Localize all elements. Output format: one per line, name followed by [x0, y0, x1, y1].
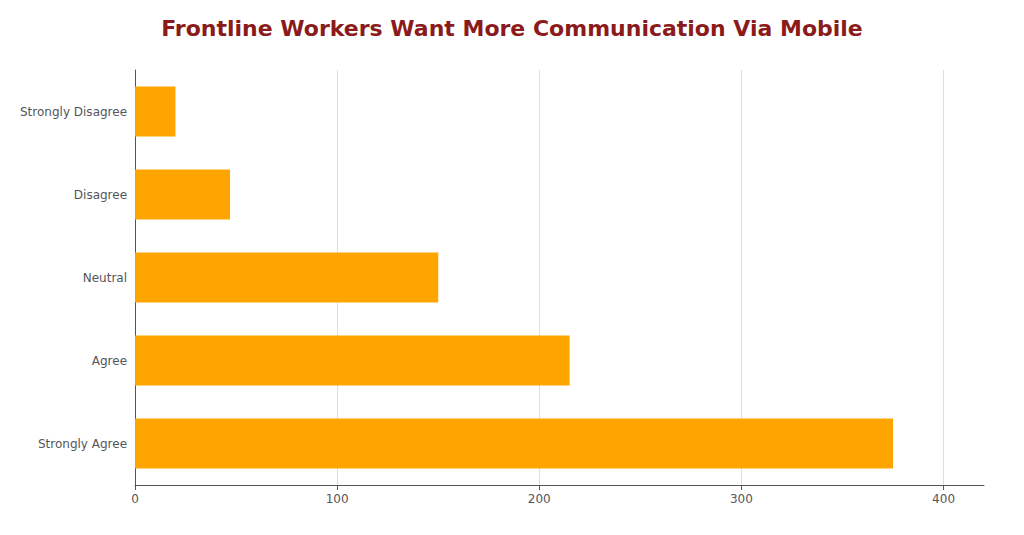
- svg-text:Frontline Workers Want More Co: Frontline Workers Want More Communicatio…: [161, 16, 863, 41]
- svg-text:Strongly Agree: Strongly Agree: [38, 437, 127, 451]
- svg-text:300: 300: [730, 492, 753, 506]
- svg-text:400: 400: [932, 492, 955, 506]
- svg-text:Agree: Agree: [92, 354, 127, 368]
- svg-text:0: 0: [131, 492, 139, 506]
- svg-text:100: 100: [326, 492, 349, 506]
- svg-text:Strongly Disagree: Strongly Disagree: [20, 105, 127, 119]
- svg-text:Neutral: Neutral: [83, 271, 127, 285]
- svg-text:200: 200: [528, 492, 551, 506]
- svg-text:Disagree: Disagree: [74, 188, 127, 202]
